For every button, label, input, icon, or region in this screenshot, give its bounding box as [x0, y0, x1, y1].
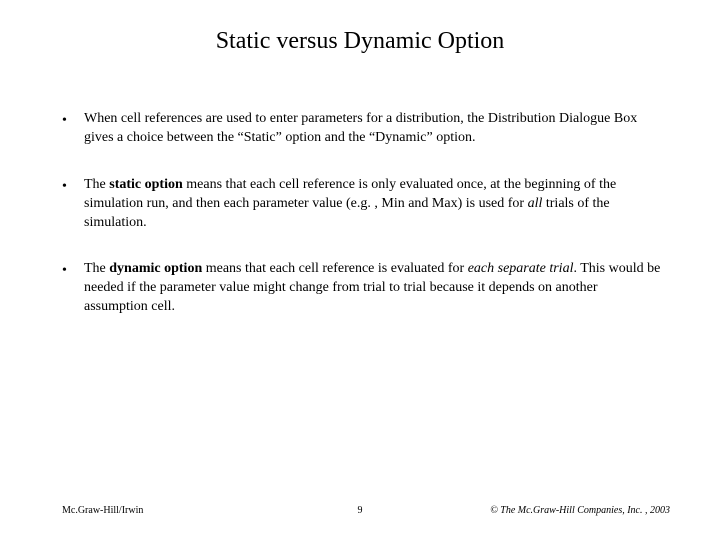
bullet-list: • When cell references are used to enter…: [62, 110, 662, 345]
bullet-text: When cell references are used to enter p…: [84, 110, 662, 148]
bullet-dot-icon: •: [62, 176, 84, 197]
text-italic: all: [528, 196, 543, 211]
slide-title: Static versus Dynamic Option: [0, 28, 720, 55]
bullet-dot-icon: •: [62, 260, 84, 281]
text-italic: each separate trial: [468, 261, 574, 276]
text-bold: dynamic option: [109, 261, 202, 276]
text-run: means that each cell reference is evalua…: [202, 261, 467, 276]
text-run: The: [84, 177, 109, 192]
slide-page: Static versus Dynamic Option • When cell…: [0, 0, 720, 540]
footer-copyright: © The Mc.Graw-Hill Companies, Inc. , 200…: [490, 505, 670, 516]
bullet-text: The static option means that each cell r…: [84, 176, 662, 233]
list-item: • When cell references are used to enter…: [62, 110, 662, 148]
text-run: The: [84, 261, 109, 276]
bullet-dot-icon: •: [62, 110, 84, 131]
bullet-text: The dynamic option means that each cell …: [84, 260, 662, 317]
list-item: • The static option means that each cell…: [62, 176, 662, 233]
text-run: When cell references are used to enter p…: [84, 111, 637, 145]
list-item: • The dynamic option means that each cel…: [62, 260, 662, 317]
text-bold: static option: [109, 177, 183, 192]
